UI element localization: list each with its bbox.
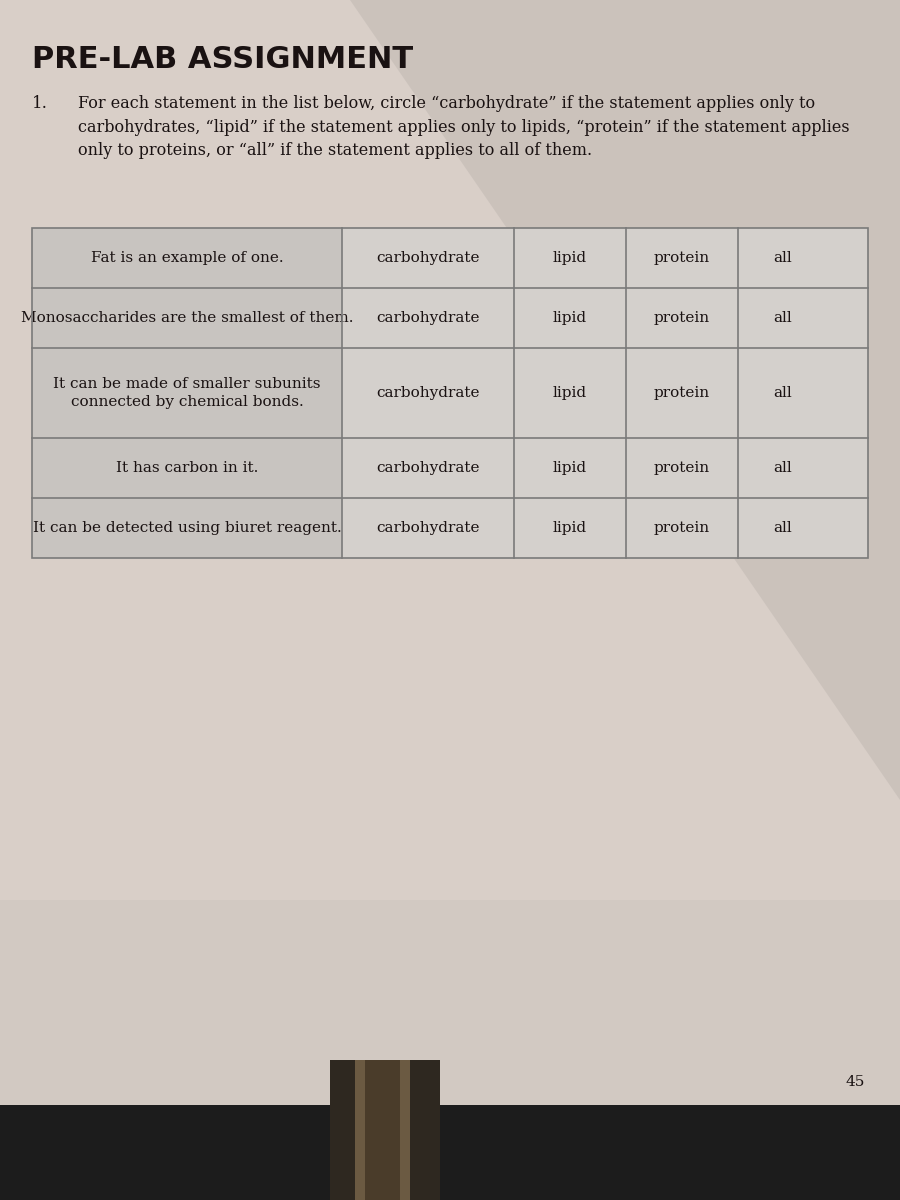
Text: all: all	[774, 311, 792, 325]
Text: lipid: lipid	[553, 461, 587, 475]
Bar	[342, 498, 868, 558]
Text: PRE-LAB ASSIGNMENT: PRE-LAB ASSIGNMENT	[32, 44, 413, 74]
Text: lipid: lipid	[553, 251, 587, 265]
Text: protein: protein	[654, 521, 710, 535]
Text: It has carbon in it.: It has carbon in it.	[116, 461, 258, 475]
Text: all: all	[774, 461, 792, 475]
Text: protein: protein	[654, 386, 710, 400]
Bar	[32, 348, 342, 438]
Text: carbohydrate: carbohydrate	[376, 311, 480, 325]
Text: It can be detected using biuret reagent.: It can be detected using biuret reagent.	[32, 521, 341, 535]
Text: Fat is an example of one.: Fat is an example of one.	[91, 251, 284, 265]
Text: It can be made of smaller subunits
connected by chemical bonds.: It can be made of smaller subunits conne…	[53, 377, 320, 409]
Text: all: all	[774, 386, 792, 400]
Text: lipid: lipid	[553, 311, 587, 325]
Polygon shape	[350, 0, 900, 800]
Text: protein: protein	[654, 311, 710, 325]
Text: carbohydrate: carbohydrate	[376, 461, 480, 475]
Bar	[32, 288, 342, 348]
Bar	[342, 288, 868, 348]
Bar	[32, 498, 342, 558]
Bar	[32, 438, 342, 498]
Bar	[32, 228, 868, 558]
Bar	[330, 1060, 440, 1200]
Text: carbohydrate: carbohydrate	[376, 386, 480, 400]
Bar	[0, 1105, 900, 1200]
Polygon shape	[0, 900, 900, 1200]
Text: protein: protein	[654, 251, 710, 265]
Text: carbohydrate: carbohydrate	[376, 521, 480, 535]
Text: lipid: lipid	[553, 386, 587, 400]
Text: For each statement in the list below, circle “carbohydrate” if the statement app: For each statement in the list below, ci…	[78, 95, 850, 158]
Bar	[342, 228, 868, 288]
Bar	[342, 438, 868, 498]
Bar	[365, 1060, 400, 1200]
Text: all: all	[774, 521, 792, 535]
Text: carbohydrate: carbohydrate	[376, 251, 480, 265]
Text: 1.: 1.	[32, 95, 48, 112]
Bar	[355, 1060, 410, 1200]
Bar	[32, 228, 342, 288]
Text: all: all	[774, 251, 792, 265]
Text: protein: protein	[654, 461, 710, 475]
Text: Monosaccharides are the smallest of them.: Monosaccharides are the smallest of them…	[21, 311, 353, 325]
Text: 45: 45	[845, 1075, 865, 1090]
Text: lipid: lipid	[553, 521, 587, 535]
Bar	[342, 348, 868, 438]
